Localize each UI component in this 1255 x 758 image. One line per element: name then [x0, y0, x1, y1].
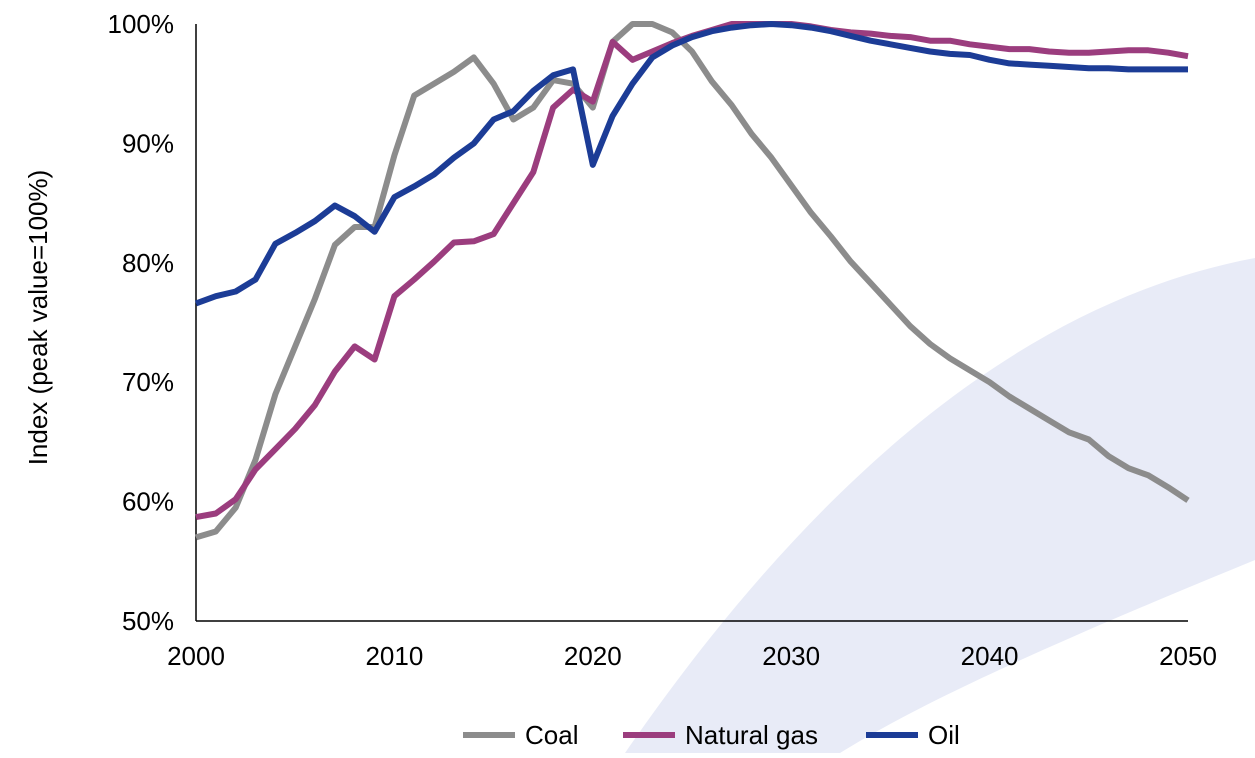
- axes: [195, 24, 1188, 622]
- legend-label-coal: Coal: [525, 720, 578, 750]
- background-watermark: [625, 258, 1255, 753]
- x-tick-label: 2020: [564, 641, 622, 671]
- y-tick-label: 80%: [122, 248, 174, 278]
- legend: Coal Natural gas Oil: [463, 720, 960, 750]
- series-lines: [194, 21, 1190, 541]
- y-tick-label: 70%: [122, 367, 174, 397]
- series-line-coal: [195, 21, 1190, 541]
- x-tick-label: 2040: [961, 641, 1019, 671]
- y-tick-labels: 50% 60% 70% 80% 90% 100%: [108, 9, 175, 636]
- x-tick-labels: 2000 2010 2020 2030 2040 2050: [167, 641, 1217, 671]
- legend-label-oil: Oil: [928, 720, 960, 750]
- y-tick-label: 90%: [122, 128, 174, 158]
- x-tick-label: 2010: [365, 641, 423, 671]
- y-tick-label: 60%: [122, 487, 174, 517]
- x-tick-label: 2050: [1159, 641, 1217, 671]
- x-tick-label: 2000: [167, 641, 225, 671]
- series-line-oil: [194, 21, 1188, 307]
- x-tick-label: 2030: [762, 641, 820, 671]
- y-tick-label: 50%: [122, 606, 174, 636]
- y-tick-label: 100%: [108, 9, 175, 39]
- legend-label-natural-gas: Natural gas: [685, 720, 818, 750]
- y-axis-title: Index (peak value=100%): [23, 170, 53, 466]
